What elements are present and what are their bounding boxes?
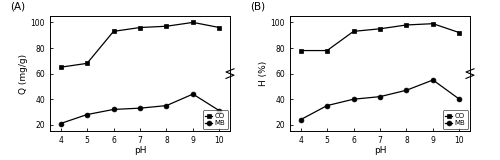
CO — [404, 24, 409, 26]
Line: MB: MB — [298, 78, 462, 122]
MB — [324, 105, 330, 107]
MB — [137, 107, 143, 109]
CO — [137, 27, 143, 28]
CO — [110, 30, 116, 32]
CO — [430, 23, 436, 25]
X-axis label: pH: pH — [374, 146, 386, 156]
CO — [84, 62, 90, 64]
CO — [456, 32, 462, 34]
CO — [377, 28, 383, 30]
Y-axis label: H (%): H (%) — [259, 61, 268, 86]
MB — [430, 79, 436, 81]
CO — [164, 25, 170, 27]
Legend: CO, MB: CO, MB — [202, 110, 228, 129]
MB — [456, 98, 462, 100]
MB — [216, 110, 222, 112]
MB — [164, 105, 170, 107]
CO — [350, 30, 356, 32]
Line: CO: CO — [58, 20, 222, 70]
CO — [58, 66, 64, 68]
CO — [216, 27, 222, 28]
MB — [350, 98, 356, 100]
X-axis label: pH: pH — [134, 146, 146, 156]
MB — [377, 96, 383, 98]
MB — [84, 114, 90, 116]
Line: MB: MB — [58, 92, 222, 126]
Text: (A): (A) — [10, 1, 26, 11]
Y-axis label: Q (mg/g): Q (mg/g) — [19, 54, 28, 94]
Line: CO: CO — [298, 21, 462, 53]
MB — [58, 123, 64, 124]
Legend: CO, MB: CO, MB — [442, 110, 468, 129]
MB — [110, 108, 116, 110]
CO — [190, 21, 196, 23]
Text: (B): (B) — [250, 1, 266, 11]
MB — [404, 89, 409, 91]
CO — [298, 50, 304, 52]
CO — [324, 50, 330, 52]
MB — [298, 119, 304, 121]
MB — [190, 93, 196, 95]
